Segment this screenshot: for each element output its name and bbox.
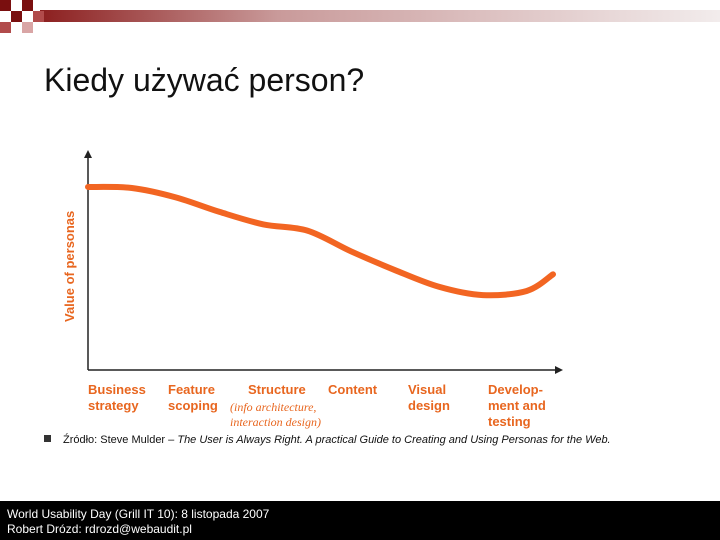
- x-tick-note: (info architecture, interaction design): [230, 400, 321, 429]
- source-prefix: Źródło: Steve Mulder –: [63, 434, 178, 446]
- x-tick-label: Feature scoping: [168, 382, 218, 413]
- x-tick-label: Visual design: [408, 382, 450, 413]
- chart-background: [38, 132, 582, 432]
- x-tick-label: Business strategy: [88, 382, 146, 413]
- checker-square: [11, 11, 22, 22]
- chart-axes: [84, 150, 563, 374]
- y-axis-arrow: [84, 150, 92, 158]
- title-band-gradient: [40, 10, 720, 22]
- checker-square: [22, 0, 33, 11]
- title-band: [0, 0, 720, 33]
- persona-value-line: [85, 183, 556, 299]
- source-citation: Źródło: Steve Mulder – The User is Alway…: [44, 434, 714, 446]
- source-book-title: The User is Always Right. A practical Gu…: [177, 434, 611, 446]
- footer-bar: World Usability Day (Grill IT 10): 8 lis…: [0, 501, 720, 540]
- page-title: Kiedy używać person?: [44, 62, 365, 98]
- checker-square: [22, 22, 33, 33]
- persona-value-chart: [38, 132, 582, 432]
- checker-square: [33, 11, 44, 22]
- bullet-icon: [44, 435, 51, 442]
- checker-square: [0, 22, 11, 33]
- x-tick-label: Develop-ment and testing: [488, 382, 546, 429]
- footer-event: World Usability Day (Grill IT 10): 8 lis…: [7, 507, 270, 521]
- x-tick-label: Content: [328, 382, 378, 397]
- x-tick-label: Structure: [248, 382, 306, 397]
- footer-author: Robert Drózd: rdrozd@webaudit.pl: [7, 522, 192, 536]
- checker-square: [0, 0, 11, 11]
- y-axis-label: Value of personas: [62, 210, 77, 322]
- x-axis-arrow: [555, 366, 563, 374]
